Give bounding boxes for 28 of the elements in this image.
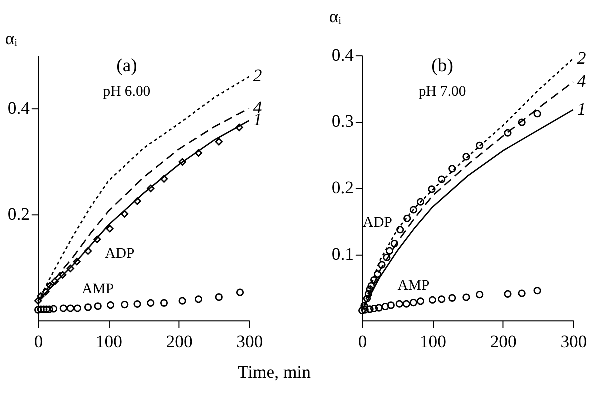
- x-tick-label: 200: [166, 332, 193, 352]
- series-label: ADP: [105, 246, 135, 262]
- y-axis-title: αᵢ: [5, 28, 18, 48]
- x-tick-label: 300: [560, 332, 588, 352]
- x-tick-label: 200: [490, 332, 517, 352]
- y-tick-label: 0.4: [8, 98, 30, 118]
- x-tick-label: 300: [236, 332, 264, 352]
- series-label: 2: [577, 48, 586, 68]
- y-axis-title: αᵢ: [329, 6, 342, 27]
- annotation: (a): [116, 55, 138, 76]
- series-label: AMP: [82, 282, 114, 298]
- x-tick-label: 0: [358, 332, 368, 352]
- annotation: pH 6.00: [103, 84, 151, 100]
- y-tick-label: 0.3: [332, 111, 354, 132]
- y-tick-label: 0.4: [332, 44, 354, 65]
- x-tick-label: 100: [96, 332, 123, 352]
- series-label: 2: [253, 66, 262, 86]
- series-label: AMP: [398, 278, 430, 294]
- y-tick-label: 0.1: [332, 244, 354, 264]
- series-label: 1: [577, 98, 586, 119]
- y-tick-label: 0.2: [8, 204, 30, 224]
- x-tick-label: 0: [34, 332, 44, 352]
- annotation: (b): [432, 55, 454, 76]
- x-tick-label: 100: [420, 332, 447, 352]
- series-label: 4: [577, 70, 586, 91]
- x-axis-title: Time, min: [238, 362, 312, 382]
- y-tick-label: 0.2: [332, 178, 354, 198]
- annotation: pH 7.00: [418, 84, 466, 100]
